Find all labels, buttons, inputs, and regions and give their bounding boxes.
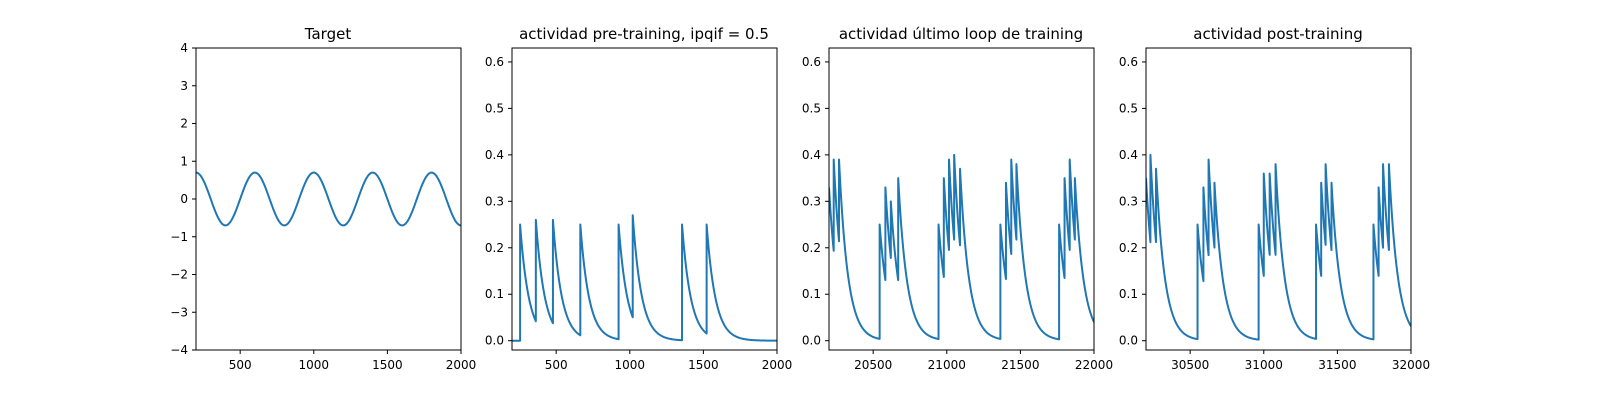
series-line (512, 214, 777, 342)
y-tick-label: 0.5 (1119, 101, 1138, 115)
y-tick-label: 0.4 (1119, 148, 1138, 162)
x-tick-label: 30500 (1171, 358, 1209, 372)
x-tick-label: 31000 (1245, 358, 1283, 372)
y-tick-label: 0.5 (802, 101, 821, 115)
panel-pre-training: actividad pre-training, ipqif = 0.5 500 1… (485, 25, 792, 372)
y-tick-label: 0.5 (485, 101, 504, 115)
y-tick-label: 0.1 (485, 287, 504, 301)
series-line (1146, 153, 1411, 341)
series-line (829, 153, 1094, 341)
x-tick-label: 1000 (615, 358, 646, 372)
panel-title: Target (304, 25, 352, 43)
y-tick-label: 0.3 (1119, 194, 1138, 208)
y-tick-label: 0.0 (1119, 334, 1138, 348)
axes-frame (511, 47, 778, 351)
y-tick-label: −1 (170, 230, 188, 244)
x-tick-label: 22000 (1075, 358, 1113, 372)
x-tick-label: 2000 (446, 358, 477, 372)
x-tick-label: 32000 (1392, 358, 1430, 372)
x-tick-label: 20500 (854, 358, 892, 372)
x-tick-label: 1500 (372, 358, 403, 372)
series-line (196, 171, 461, 227)
panel-last-training-loop: actividad último loop de training 20500 2… (802, 25, 1113, 372)
panel-target: Target 500 1000 1500 2000 −4 −3 −2 −1 0 1 2 3 4 (170, 25, 476, 372)
x-tick-label: 31500 (1318, 358, 1356, 372)
y-tick-label: 2 (180, 117, 188, 131)
y-tick-label: 3 (180, 79, 188, 93)
axes-frame (1145, 47, 1412, 351)
axes-frame (828, 47, 1095, 351)
y-tick-label: −2 (170, 268, 188, 282)
y-tick-label: 0.6 (485, 55, 504, 69)
panel-post-training: actividad post-training 30500 31000 31500 3… (1119, 25, 1430, 372)
y-tick-label: 0 (180, 192, 188, 206)
y-tick-label: 0.0 (485, 334, 504, 348)
y-tick-label: 0.1 (802, 287, 821, 301)
y-tick-label: 0.6 (1119, 55, 1138, 69)
y-tick-label: 0.0 (802, 334, 821, 348)
y-tick-label: 4 (180, 41, 188, 55)
x-tick-label: 500 (545, 358, 568, 372)
x-tick-label: 2000 (762, 358, 793, 372)
y-tick-label: 0.4 (485, 148, 504, 162)
x-tick-label: 21000 (928, 358, 966, 372)
panel-title: actividad pre-training, ipqif = 0.5 (519, 25, 769, 43)
y-tick-label: 0.1 (1119, 287, 1138, 301)
y-tick-label: 0.2 (1119, 241, 1138, 255)
x-tick-label: 1000 (299, 358, 330, 372)
y-tick-label: 0.3 (485, 194, 504, 208)
y-tick-label: 0.2 (802, 241, 821, 255)
y-tick-label: 0.3 (802, 194, 821, 208)
x-tick-label: 21500 (1001, 358, 1039, 372)
y-tick-label: −4 (170, 343, 188, 357)
y-tick-label: 0.6 (802, 55, 821, 69)
panel-title: actividad último loop de training (839, 25, 1083, 43)
y-tick-label: 0.4 (802, 148, 821, 162)
x-tick-label: 500 (229, 358, 252, 372)
y-tick-label: −3 (170, 305, 188, 319)
x-tick-label: 1500 (688, 358, 719, 372)
panel-title: actividad post-training (1193, 25, 1362, 43)
y-tick-label: 1 (180, 154, 188, 168)
y-tick-label: 0.2 (485, 241, 504, 255)
